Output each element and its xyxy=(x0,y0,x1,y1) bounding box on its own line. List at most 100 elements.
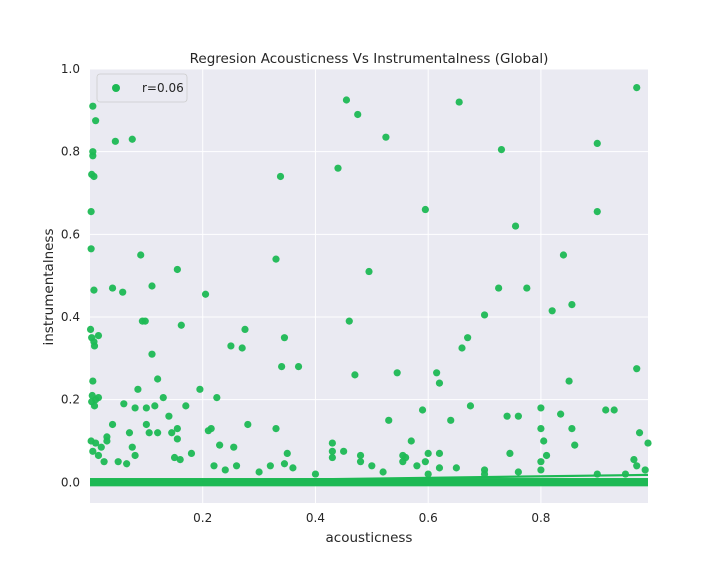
data-point-66 xyxy=(458,344,466,352)
data-points xyxy=(86,84,652,478)
data-point-53 xyxy=(280,334,289,342)
data-point-60 xyxy=(365,267,373,276)
data-point-122 xyxy=(230,443,238,451)
data-point-127 xyxy=(280,460,289,468)
legend: r=0.06 xyxy=(96,73,188,103)
x-tick-labels: 0.2 0.4 0.6 0.8 xyxy=(193,511,550,525)
data-point-9 xyxy=(86,325,95,333)
data-point-7 xyxy=(87,245,95,253)
data-point-12 xyxy=(94,332,103,340)
data-point-27 xyxy=(128,135,136,143)
data-point-132 xyxy=(340,447,348,455)
data-point-99 xyxy=(630,456,638,464)
data-point-32 xyxy=(141,317,149,325)
y-tick-label-3: 0.6 xyxy=(61,227,80,241)
data-point-44 xyxy=(159,394,167,402)
data-point-19 xyxy=(90,402,99,410)
data-point-105 xyxy=(173,435,181,443)
data-point-83 xyxy=(633,84,641,92)
data-point-115 xyxy=(131,451,139,460)
data-point-24 xyxy=(94,451,103,460)
data-point-71 xyxy=(418,406,427,414)
data-point-79 xyxy=(568,301,576,309)
data-point-94 xyxy=(537,425,545,433)
data-point-102 xyxy=(165,412,173,420)
data-point-90 xyxy=(514,412,522,420)
data-point-106 xyxy=(170,453,179,462)
data-point-57 xyxy=(342,96,351,104)
data-point-113 xyxy=(125,429,134,437)
data-point-157 xyxy=(480,470,489,478)
data-point-154 xyxy=(641,466,649,474)
data-point-13 xyxy=(90,342,99,350)
data-point-74 xyxy=(497,146,506,154)
data-point-146 xyxy=(447,416,455,424)
data-point-43 xyxy=(151,402,159,410)
data-point-84 xyxy=(633,365,641,373)
data-point-131 xyxy=(328,447,336,455)
data-point-93 xyxy=(568,425,576,433)
data-point-38 xyxy=(154,375,162,383)
data-point-3 xyxy=(89,152,97,160)
data-point-56 xyxy=(334,164,342,172)
data-point-87 xyxy=(635,429,644,437)
data-point-124 xyxy=(221,466,229,474)
data-point-63 xyxy=(393,369,401,377)
data-point-96 xyxy=(571,441,579,449)
data-point-109 xyxy=(145,429,153,437)
data-point-120 xyxy=(207,425,215,433)
data-point-8 xyxy=(90,286,98,294)
data-point-98 xyxy=(537,458,545,466)
data-point-30 xyxy=(137,251,145,259)
y-tick-labels: 0.0 0.2 0.4 0.6 0.8 1.0 xyxy=(61,62,80,489)
data-point-89 xyxy=(503,412,511,420)
data-point-140 xyxy=(399,458,407,466)
data-point-37 xyxy=(201,290,210,298)
data-point-1 xyxy=(92,117,100,125)
data-point-59 xyxy=(382,133,390,141)
x-tick-label-0: 0.2 xyxy=(193,511,212,525)
data-point-129 xyxy=(289,464,297,472)
dense-band-zero xyxy=(90,478,648,487)
data-point-61 xyxy=(345,317,353,325)
data-point-92 xyxy=(557,410,565,418)
data-point-70 xyxy=(466,402,475,410)
data-point-21 xyxy=(92,439,100,447)
data-point-112 xyxy=(103,437,111,445)
data-point-123 xyxy=(232,462,241,470)
y-tick-label-5: 1.0 xyxy=(61,62,80,76)
data-point-77 xyxy=(548,307,556,315)
data-point-161 xyxy=(328,453,336,462)
data-point-107 xyxy=(176,456,184,464)
regression-line xyxy=(89,473,649,484)
data-point-110 xyxy=(108,420,117,429)
data-point-14 xyxy=(89,377,97,385)
data-point-160 xyxy=(266,462,274,470)
data-point-82 xyxy=(593,208,601,216)
data-point-85 xyxy=(602,406,610,414)
y-tick-label-1: 0.2 xyxy=(61,393,80,407)
data-point-22 xyxy=(97,443,105,451)
data-point-86 xyxy=(610,406,618,414)
data-point-69 xyxy=(435,379,444,387)
data-point-145 xyxy=(421,458,429,466)
data-point-155 xyxy=(255,468,263,476)
data-point-117 xyxy=(123,460,131,468)
data-point-100 xyxy=(633,462,641,470)
data-point-76 xyxy=(523,284,531,292)
x-tick-label-3: 0.8 xyxy=(531,511,550,525)
data-point-162 xyxy=(435,464,444,472)
data-point-50 xyxy=(241,325,249,333)
x-tick-label-2: 0.6 xyxy=(419,511,438,525)
dense-point-bands xyxy=(90,478,648,487)
data-point-39 xyxy=(134,385,142,393)
data-point-130 xyxy=(328,439,336,447)
data-point-126 xyxy=(272,425,280,433)
data-point-151 xyxy=(537,466,545,474)
data-point-23 xyxy=(89,447,97,455)
data-point-54 xyxy=(278,363,286,371)
data-point-80 xyxy=(565,377,573,385)
data-point-40 xyxy=(120,400,128,408)
data-point-81 xyxy=(593,139,601,147)
